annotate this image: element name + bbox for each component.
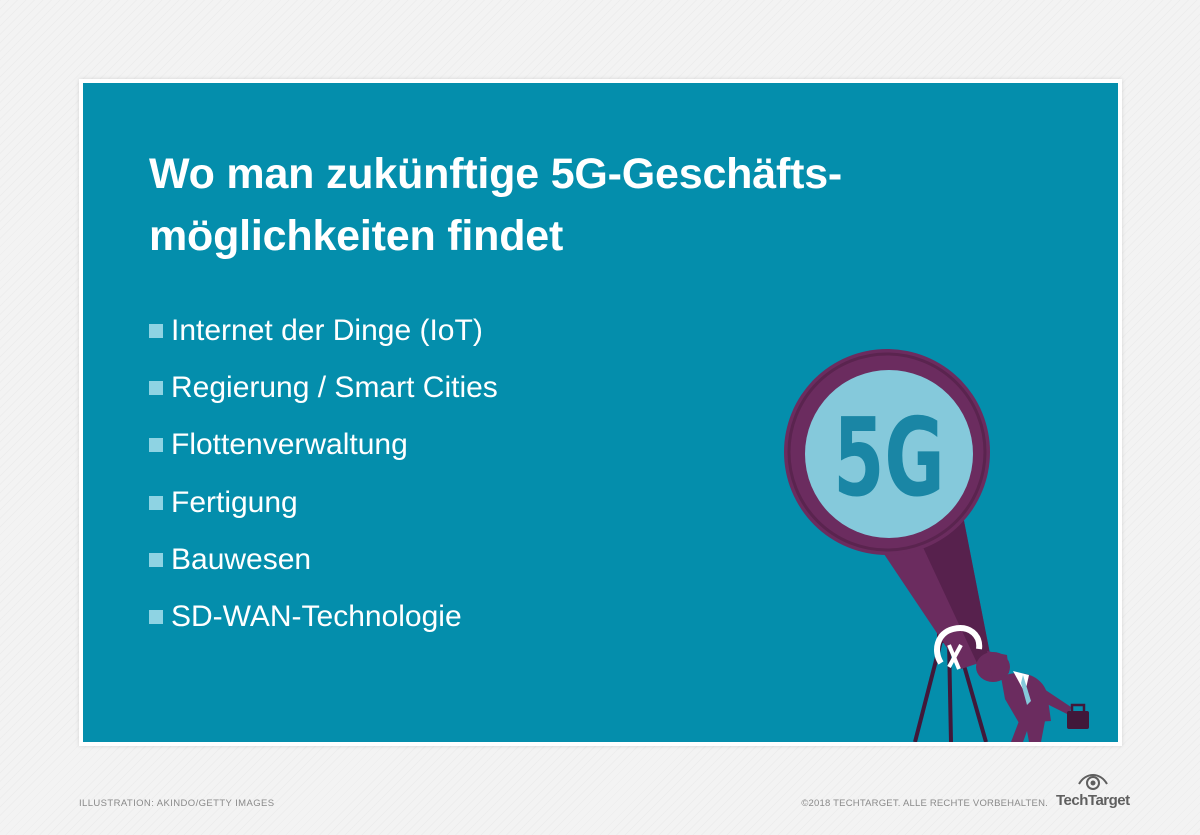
list-item: SD-WAN-Technologie xyxy=(149,588,498,645)
title-line-2: möglichkeiten findet xyxy=(149,212,564,260)
businessman-icon xyxy=(976,651,1089,742)
techtarget-logo: TechTarget xyxy=(1056,770,1130,814)
square-bullet-icon xyxy=(149,380,163,395)
square-bullet-icon xyxy=(149,610,163,625)
opportunity-list: Internet der Dinge (IoT) Regierung / Sma… xyxy=(149,302,498,646)
title-line-1: Wo man zukünftige 5G-Geschäfts- xyxy=(149,150,843,198)
list-item: Flottenverwaltung xyxy=(149,417,498,474)
lens-icon: 5G xyxy=(784,349,990,555)
square-bullet-icon xyxy=(149,552,163,567)
list-item-label: Flottenverwaltung xyxy=(171,428,408,462)
list-item-label: Regierung / Smart Cities xyxy=(171,370,498,404)
list-item: Regierung / Smart Cities xyxy=(149,359,498,416)
list-item-label: Fertigung xyxy=(171,485,298,519)
eye-logo-icon xyxy=(1078,774,1108,790)
list-item: Bauwesen xyxy=(149,531,498,588)
list-item: Fertigung xyxy=(149,474,498,531)
list-item-label: Bauwesen xyxy=(171,542,312,576)
square-bullet-icon xyxy=(149,438,163,453)
list-item-label: SD-WAN-Technologie xyxy=(171,600,462,634)
list-item: Internet der Dinge (IoT) xyxy=(149,302,498,359)
copyright-notice: ©2018 TECHTARGET. ALLE RECHTE VORBEHALTE… xyxy=(801,798,1048,809)
illustration-credit: ILLUSTRATION: AKINDO/GETTY IMAGES xyxy=(79,798,275,809)
list-item-label: Internet der Dinge (IoT) xyxy=(171,313,483,347)
lens-5g-text: 5G xyxy=(833,394,944,520)
square-bullet-icon xyxy=(149,323,163,338)
infographic-title: Wo man zukünftige 5G-Geschäfts- möglichk… xyxy=(149,143,842,267)
infographic-card: Wo man zukünftige 5G-Geschäfts- möglichk… xyxy=(79,79,1122,746)
brand-name: TechTarget xyxy=(1056,792,1130,809)
infographic-panel: Wo man zukünftige 5G-Geschäfts- möglichk… xyxy=(83,83,1118,742)
telescope-illustration: 5G xyxy=(784,349,1089,742)
square-bullet-icon xyxy=(149,495,163,510)
